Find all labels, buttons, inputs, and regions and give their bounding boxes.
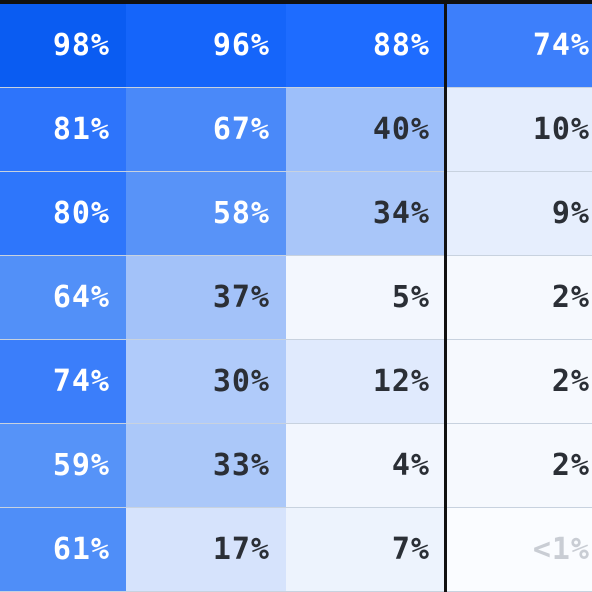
table-cell: 17% bbox=[126, 508, 286, 592]
table-cell: 4% bbox=[286, 424, 446, 508]
table-cell: 2% bbox=[446, 340, 592, 424]
table-cell: 37% bbox=[126, 256, 286, 340]
table-cell: 5% bbox=[286, 256, 446, 340]
table-cell: 80% bbox=[0, 172, 126, 256]
top-border bbox=[0, 0, 592, 4]
column-divider bbox=[444, 0, 447, 592]
table-cell: 74% bbox=[446, 4, 592, 88]
table-cell: 81% bbox=[0, 88, 126, 172]
table-cell: 34% bbox=[286, 172, 446, 256]
table-cell: 74% bbox=[0, 340, 126, 424]
table-cell: 40% bbox=[286, 88, 446, 172]
table-cell: 33% bbox=[126, 424, 286, 508]
table-cell: 98% bbox=[0, 4, 126, 88]
table-cell: <1% bbox=[446, 508, 592, 592]
table-cell: 2% bbox=[446, 424, 592, 508]
table-cell: 59% bbox=[0, 424, 126, 508]
table-cell: 7% bbox=[286, 508, 446, 592]
table-cell: 67% bbox=[126, 88, 286, 172]
table-cell: 61% bbox=[0, 508, 126, 592]
table-cell: 96% bbox=[126, 4, 286, 88]
table-cell: 58% bbox=[126, 172, 286, 256]
table-cell: 2% bbox=[446, 256, 592, 340]
table-cell: 64% bbox=[0, 256, 126, 340]
table-cell: 88% bbox=[286, 4, 446, 88]
table-cell: 12% bbox=[286, 340, 446, 424]
table-cell: 9% bbox=[446, 172, 592, 256]
table-cell: 30% bbox=[126, 340, 286, 424]
table-cell: 10% bbox=[446, 88, 592, 172]
